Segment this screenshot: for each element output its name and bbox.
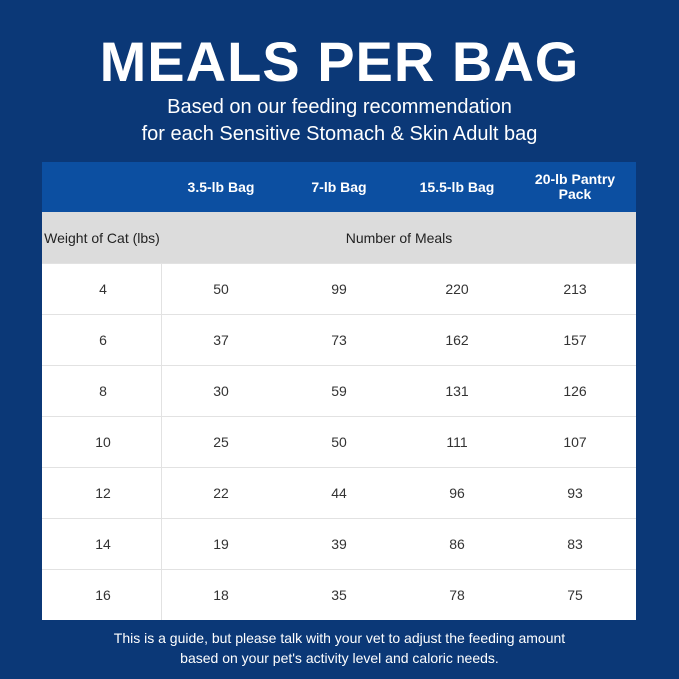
column-header: 20-lb Pantry Pack — [534, 171, 616, 202]
footnote: This is a guide, but please talk with yo… — [0, 628, 679, 668]
cat-weight-cell: 4 — [99, 281, 107, 297]
meals-cell: 93 — [567, 485, 583, 501]
meals-cell: 25 — [213, 434, 229, 450]
meals-cell: 162 — [445, 332, 469, 348]
meals-cell: 39 — [331, 536, 347, 552]
meals-cell: 96 — [449, 485, 465, 501]
meals-cell: 131 — [445, 383, 469, 399]
meals-cell: 78 — [449, 587, 465, 603]
meals-cell: 35 — [331, 587, 347, 603]
table-row: 4 50 99 220 213 — [42, 263, 636, 314]
column-header: 7-lb Bag — [311, 178, 367, 195]
meals-cell: 220 — [445, 281, 469, 297]
meals-cell: 50 — [213, 281, 229, 297]
cat-weight-cell: 12 — [95, 485, 111, 501]
cat-weight-cell: 10 — [95, 434, 111, 450]
footnote-line: This is a guide, but please talk with yo… — [113, 630, 566, 646]
subtitle-line: for each Sensitive Stomach & Skin Adult … — [141, 123, 538, 145]
column-header: 3.5-lb Bag — [187, 178, 255, 195]
table-row: 14 19 39 86 83 — [42, 518, 636, 569]
cat-weight-cell: 6 — [99, 332, 107, 348]
meals-cell: 111 — [446, 434, 468, 450]
subtitle: Based on our feeding recommendation for … — [0, 94, 679, 148]
cat-weight-cell: 8 — [99, 383, 107, 399]
table-row: 16 18 35 78 75 — [42, 569, 636, 620]
group-label: Number of Meals — [345, 229, 453, 246]
subtitle-line: Based on our feeding recommendation — [167, 96, 512, 118]
page-title: MEALS PER BAG — [99, 30, 580, 93]
meals-cell: 157 — [563, 332, 587, 348]
meals-cell: 107 — [563, 434, 587, 450]
table-row: 12 22 44 96 93 — [42, 467, 636, 518]
meals-cell: 213 — [563, 281, 587, 297]
row-header-label: Weight of Cat (lbs) — [44, 229, 160, 246]
column-header: 15.5-lb Bag — [419, 178, 495, 195]
meals-cell: 30 — [213, 383, 229, 399]
table-row: 6 37 73 162 157 — [42, 314, 636, 365]
meals-cell: 99 — [331, 281, 347, 297]
meals-cell: 75 — [567, 587, 583, 603]
cat-weight-cell: 16 — [95, 587, 111, 603]
meals-cell: 50 — [331, 434, 347, 450]
meals-cell: 18 — [213, 587, 229, 603]
meals-cell: 86 — [449, 536, 465, 552]
meals-table: 3.5-lb Bag 7-lb Bag 15.5-lb Bag 20-lb Pantr… — [42, 162, 636, 620]
cat-weight-cell: 14 — [95, 536, 111, 552]
column-divider — [161, 263, 162, 620]
footnote-line: based on your pet's activity level and c… — [180, 650, 499, 666]
table-subheader-row: Weight of Cat (lbs) Number of Meals — [42, 212, 636, 263]
meals-cell: 59 — [331, 383, 347, 399]
meals-cell: 126 — [563, 383, 587, 399]
meals-cell: 19 — [213, 536, 229, 552]
table-header-row: 3.5-lb Bag 7-lb Bag 15.5-lb Bag 20-lb Pantr… — [42, 162, 636, 212]
meals-cell: 22 — [213, 485, 229, 501]
meals-cell: 83 — [567, 536, 583, 552]
table-row: 8 30 59 131 126 — [42, 365, 636, 416]
table-row: 10 25 50 111 107 — [42, 416, 636, 467]
meals-cell: 37 — [213, 332, 229, 348]
meals-cell: 44 — [331, 485, 347, 501]
meals-cell: 73 — [331, 332, 347, 348]
